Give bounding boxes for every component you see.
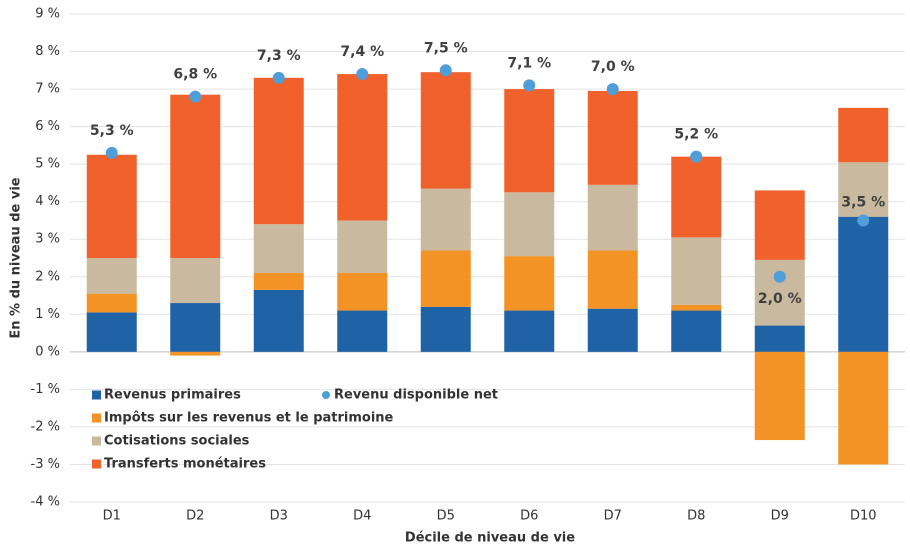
bar-segment	[86, 154, 137, 258]
data-point	[606, 83, 619, 96]
bar-segment	[420, 250, 471, 307]
data-label: 6,8 %	[173, 67, 217, 83]
y-tick-label: 8 %	[35, 44, 60, 59]
y-tick-label: 9 %	[35, 7, 60, 22]
data-label: 3,5 %	[841, 194, 885, 210]
data-label: 2,0 %	[758, 291, 802, 307]
x-tick-label: D1	[103, 509, 121, 524]
bar-segment	[86, 312, 137, 352]
data-point	[105, 146, 118, 159]
legend-marker	[92, 390, 101, 400]
bar-segment	[253, 77, 304, 225]
data-point	[523, 79, 536, 92]
bar-segment	[170, 94, 221, 258]
y-tick-label: -1 %	[31, 382, 60, 397]
bar-segment	[671, 237, 722, 305]
data-label: 5,3 %	[90, 123, 134, 139]
x-axis-title: Décile de niveau de vie	[405, 531, 575, 546]
y-tick-label: -3 %	[31, 457, 60, 472]
bar-segment	[253, 273, 304, 290]
y-tick-label: 5 %	[35, 157, 60, 172]
bar-segment	[587, 184, 638, 251]
bar-segment	[337, 310, 388, 352]
bar-segment	[754, 351, 805, 441]
bar-segment	[420, 72, 471, 189]
data-label: 7,5 %	[424, 40, 468, 56]
bar-segment	[838, 351, 889, 465]
x-tick-label: D7	[604, 509, 622, 524]
data-point	[773, 270, 786, 283]
bar-segment	[253, 224, 304, 274]
bar-segment	[504, 310, 555, 352]
legend-marker	[92, 413, 101, 423]
legend-marker	[92, 436, 101, 446]
data-point	[439, 64, 452, 77]
y-tick-label: 6 %	[35, 119, 60, 134]
data-label: 5,2 %	[674, 127, 718, 143]
x-tick-label: D10	[850, 509, 877, 524]
y-tick-label: -2 %	[31, 419, 60, 434]
bar-segment	[587, 90, 638, 185]
bar-segment	[671, 310, 722, 352]
bar-segment	[838, 107, 889, 163]
x-tick-label: D8	[687, 509, 705, 524]
y-tick-label: -4 %	[31, 495, 60, 510]
bar-segment	[838, 162, 889, 217]
bar-segment	[170, 258, 221, 304]
bar-segment	[337, 220, 388, 274]
bar-segment	[587, 308, 638, 352]
x-tick-label: D5	[437, 509, 455, 524]
y-tick-label: 7 %	[35, 82, 60, 97]
bar-segment	[420, 188, 471, 251]
legend-label: Cotisations sociales	[104, 434, 250, 449]
legend-label: Revenu disponible net	[334, 388, 498, 403]
data-point	[272, 71, 285, 84]
bar-segment	[86, 293, 137, 313]
legend-label: Transferts monétaires	[104, 457, 266, 472]
data-label: 7,3 %	[257, 48, 301, 64]
data-label: 7,4 %	[340, 44, 384, 60]
bar-segment	[504, 192, 555, 257]
data-label: 7,1 %	[507, 55, 551, 71]
bar-segment	[504, 89, 555, 193]
legend-marker	[92, 459, 101, 469]
data-point	[857, 214, 870, 227]
x-tick-label: D9	[771, 509, 789, 524]
legend-label: Impôts sur les revenus et le patrimoine	[104, 411, 394, 426]
legend-marker	[322, 391, 330, 399]
data-point	[189, 90, 202, 103]
y-tick-label: 2 %	[35, 269, 60, 284]
bar-segment	[337, 273, 388, 311]
bar-segment	[170, 303, 221, 352]
bar-segment	[86, 258, 137, 294]
bar-segment	[754, 325, 805, 352]
bar-segment	[838, 216, 889, 352]
x-tick-label: D3	[270, 509, 288, 524]
bar-segment	[420, 306, 471, 352]
bar-segment	[337, 74, 388, 221]
y-axis-title: En % du niveau de vie	[9, 177, 24, 338]
bar-segment	[754, 190, 805, 260]
y-tick-label: 3 %	[35, 232, 60, 247]
y-tick-label: 4 %	[35, 194, 60, 209]
x-tick-label: D6	[520, 509, 538, 524]
data-point	[690, 150, 703, 163]
bar-segment	[671, 156, 722, 238]
x-tick-label: D4	[353, 509, 371, 524]
legend-label: Revenus primaires	[104, 388, 241, 403]
data-label: 7,0 %	[591, 59, 635, 75]
bar-segment	[504, 256, 555, 311]
bar-segment	[587, 250, 638, 309]
data-point	[356, 68, 369, 81]
bar-segment	[170, 351, 221, 356]
x-tick-label: D2	[186, 509, 204, 524]
bar-segment	[253, 289, 304, 352]
y-tick-label: 0 %	[35, 344, 60, 359]
y-tick-label: 1 %	[35, 307, 60, 322]
bar-segment	[671, 304, 722, 311]
